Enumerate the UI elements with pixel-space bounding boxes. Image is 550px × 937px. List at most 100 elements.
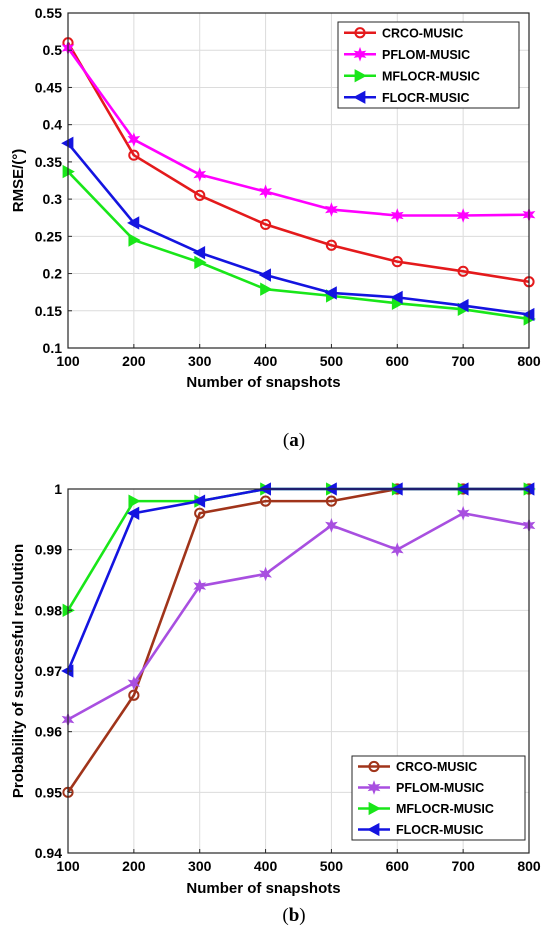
- chart-a-y-axis-label: RMSE/(°): [10, 149, 27, 213]
- chart-b-series-line: [67, 511, 530, 721]
- chart-a-legend-label: MFLOCR-MUSIC: [382, 69, 480, 83]
- chart-a-data-point: [391, 256, 403, 268]
- chart-b-data-point: [127, 675, 141, 691]
- chart-b-y-tick-label: 1: [54, 481, 62, 497]
- chart-b-data-point: [128, 494, 141, 508]
- chart-b-x-tick-label: 100: [56, 858, 80, 874]
- chart-b-data-point: [128, 689, 140, 701]
- chart-a-legend-label: PFLOM-MUSIC: [382, 48, 470, 62]
- chart-a-x-axis-label: Number of snapshots: [186, 374, 340, 391]
- chart-a-data-point: [194, 189, 206, 201]
- chart-b-x-tick-label: 800: [517, 858, 541, 874]
- chart-a-x-tick-label: 500: [320, 353, 344, 369]
- chart-b-y-tick-label: 0.95: [35, 784, 62, 800]
- chart-a-legend-marker: [353, 90, 366, 104]
- chart-a-series-line: [67, 170, 530, 321]
- chart-b-data-point: [325, 518, 338, 533]
- chart-a-data-point: [259, 218, 272, 231]
- chart-a-data-point: [127, 216, 140, 230]
- chart-a-x-tick-label: 400: [254, 353, 278, 369]
- chart-b-data-point: [127, 506, 140, 520]
- chart-b-legend-marker: [368, 801, 381, 816]
- chart-b-series-line: [66, 487, 529, 794]
- chart-b-x-tick-label: 300: [188, 858, 212, 874]
- chart-a-data-point: [456, 208, 470, 223]
- chart-a-caption: (a): [283, 430, 305, 451]
- chart-a-data-point: [127, 132, 141, 147]
- chart-a-data-point: [258, 268, 271, 282]
- chart-a-data-point: [325, 202, 338, 217]
- chart-a-data-point: [193, 167, 207, 182]
- chart-b-x-tick-label: 700: [451, 858, 475, 874]
- chart-b-caption: (b): [282, 905, 305, 926]
- chart-a-y-tick-label: 0.45: [35, 79, 62, 95]
- chart-a-data-point: [324, 286, 337, 300]
- chart-a-legend-marker: [354, 69, 367, 83]
- chart-b-y-tick-label: 0.96: [35, 724, 62, 740]
- chart-b-data-point: [456, 505, 470, 521]
- chart-b-series: [61, 482, 536, 798]
- chart-a-y-tick-label: 0.1: [43, 340, 63, 356]
- chart-b-legend-label: PFLOM-MUSIC: [396, 781, 484, 795]
- chart-b-ticks: 100 200 300 400 500 600 700 800 0.94 0.95 0.96 0.97…: [35, 481, 541, 874]
- chart-b-legend-label: FLOCR-MUSIC: [396, 823, 484, 837]
- chart-a-data-point: [325, 239, 338, 251]
- chart-a-legend-marker: [353, 46, 367, 62]
- chart-a-x-tick-label: 200: [122, 353, 146, 369]
- chart-a-y-tick-label: 0.35: [35, 154, 62, 170]
- chart-b-x-axis-label: Number of snapshots: [186, 880, 340, 897]
- chart-b-y-tick-label: 0.98: [35, 602, 62, 618]
- chart-a-data-point: [260, 282, 273, 296]
- chart-a-data-point: [390, 208, 404, 223]
- chart-b-x-tick-label: 500: [320, 858, 344, 874]
- chart-a: 100 200 300 400 500 600 700 800 0.1 0.15 0.2 0.25 0.…: [10, 5, 541, 451]
- chart-a-legend-label: CRCO-MUSIC: [382, 26, 463, 40]
- chart-b-data-point: [390, 542, 404, 558]
- chart-a-x-tick-label: 800: [517, 353, 541, 369]
- chart-b-x-tick-label: 600: [386, 858, 410, 874]
- chart-a-y-tick-label: 0.25: [35, 228, 62, 244]
- chart-b-data-point: [194, 507, 206, 519]
- chart-a-legend-box: [337, 21, 520, 109]
- chart-b-data-point: [259, 566, 272, 582]
- chart-a-data-point: [456, 298, 469, 313]
- chart-b-x-tick-label: 200: [122, 858, 146, 874]
- chart-a-data-point: [259, 184, 272, 200]
- chart-b-legend-label: MFLOCR-MUSIC: [396, 802, 494, 816]
- chart-a-x-tick-label: 300: [188, 353, 212, 369]
- chart-b-legend: CRCO-MUSIC PFLOM-MUSIC MFLOCR-MUSIC FLOCR-M…: [351, 755, 526, 841]
- chart-a-data-point: [128, 233, 141, 247]
- chart-a-legend: CRCO-MUSIC PFLOM-MUSIC MFLOCR-MUSIC FLOCR-M…: [337, 21, 520, 109]
- chart-a-data-point: [128, 149, 140, 161]
- chart-b-data-point: [192, 494, 206, 508]
- chart-a-data-point: [194, 255, 207, 270]
- chart-a-data-point: [192, 246, 206, 260]
- chart-a-series-line: [66, 42, 530, 284]
- chart-a-data-point: [390, 290, 403, 305]
- chart-b-caption-letter: b: [289, 905, 300, 926]
- chart-b-legend-label: CRCO-MUSIC: [396, 760, 477, 774]
- chart-a-ticks: 100 200 300 400 500 600 700 800 0.1 0.15 0.2 0.25 0.…: [35, 5, 541, 369]
- chart-a-y-tick-label: 0.3: [43, 191, 63, 207]
- chart-b-data-point: [259, 495, 272, 507]
- chart-a-y-tick-label: 0.2: [43, 266, 63, 282]
- chart-b-legend-marker: [368, 760, 380, 773]
- chart-a-series-line: [66, 47, 530, 217]
- chart-a-y-tick-label: 0.5: [43, 42, 63, 58]
- chart-b-data-point: [325, 495, 338, 507]
- chart-a-frame: [67, 12, 530, 349]
- chart-b-x-tick-label: 400: [254, 858, 278, 874]
- chart-b: 100 200 300 400 500 600 700 800 0.94 0.95 0.96 0.97…: [10, 481, 541, 926]
- chart-b-y-tick-label: 0.94: [35, 845, 62, 861]
- chart-a-y-tick-label: 0.55: [35, 5, 62, 21]
- chart-b-y-tick-label: 0.99: [35, 542, 62, 558]
- chart-b-y-tick-label: 0.97: [35, 663, 62, 679]
- chart-a-y-tick-label: 0.4: [43, 117, 63, 133]
- chart-a-y-tick-label: 0.15: [35, 303, 62, 319]
- chart-a-series-line: [66, 142, 530, 316]
- chart-b-y-axis-label: Probability of successful resolution: [10, 544, 27, 798]
- chart-a-legend-label: FLOCR-MUSIC: [382, 91, 470, 105]
- chart-a-legend-marker: [354, 27, 366, 39]
- chart-a-x-tick-label: 700: [451, 353, 475, 369]
